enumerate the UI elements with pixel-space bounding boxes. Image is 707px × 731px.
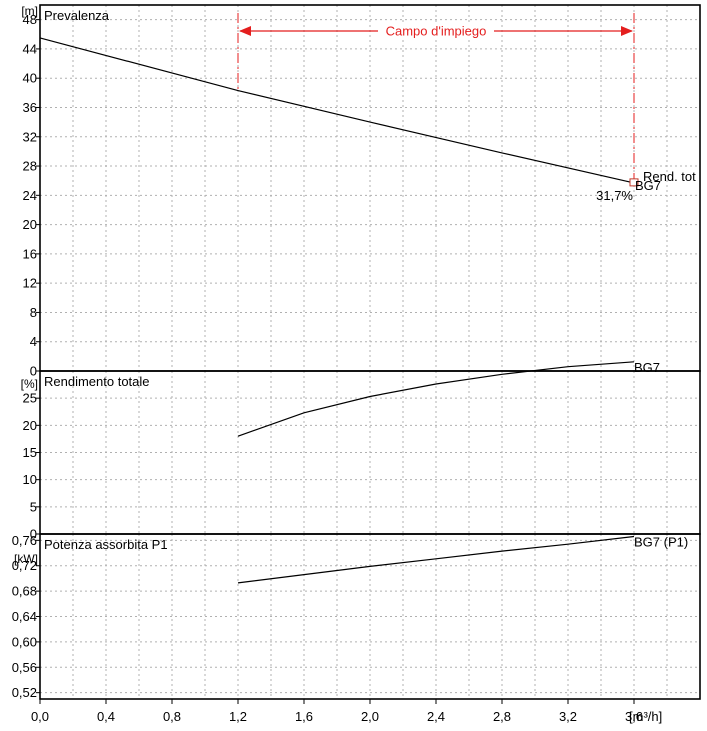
y-tick-label: 20 [23, 418, 37, 433]
data-layer [39, 13, 639, 584]
x-tick-label: 1,2 [229, 709, 247, 724]
y-unit-label: [m] [21, 4, 38, 18]
x-tick-label: 3,2 [559, 709, 577, 724]
y-tick-label: 28 [23, 159, 37, 174]
range-label-background [378, 22, 494, 39]
y-tick-label: 4 [30, 334, 37, 349]
y-tick-label: 12 [23, 276, 37, 291]
y-tick-label: 24 [23, 188, 37, 203]
y-tick-label: 10 [23, 472, 37, 487]
y-tick-label: 5 [30, 499, 37, 514]
y-tick-label: 0 [30, 527, 37, 542]
y-unit-label: [%] [21, 377, 38, 391]
y-tick-label: 0 [30, 364, 37, 379]
y-tick-label: 0,60 [12, 634, 37, 649]
grid-layer [40, 5, 700, 699]
x-tick-label: 1,6 [295, 709, 313, 724]
x-axis-label: [m³/h] [629, 709, 662, 724]
curve-label: BG7 [634, 360, 660, 375]
x-tick-label: 0,4 [97, 709, 115, 724]
y-unit-label: [kW] [14, 552, 38, 566]
curve-line [237, 535, 635, 584]
y-tick-label: 32 [23, 129, 37, 144]
curve-line [39, 37, 635, 184]
efficiency-label: Rend. tot [643, 169, 696, 184]
x-tick-label: 2,0 [361, 709, 379, 724]
curve-label: BG7 (P1) [634, 535, 688, 550]
y-tick-label: 0,56 [12, 660, 37, 675]
y-tick-label: 8 [30, 305, 37, 320]
y-tick-label: 0,64 [12, 609, 37, 624]
y-tick-label: 36 [23, 100, 37, 115]
x-tick-label: 2,8 [493, 709, 511, 724]
x-tick-label: 2,4 [427, 709, 445, 724]
y-tick-label: 40 [23, 71, 37, 86]
y-tick-label: 25 [23, 391, 37, 406]
efficiency-marker [629, 178, 639, 187]
y-tick-label: 0,68 [12, 584, 37, 599]
y-tick-label: 0,76 [12, 533, 37, 548]
y-tick-label: 15 [23, 445, 37, 460]
panel-title: Rendimento totale [44, 374, 150, 389]
range-arrow-head-right [621, 26, 633, 36]
y-tick-label: 20 [23, 217, 37, 232]
y-tick-label: 16 [23, 246, 37, 261]
y-tick-label: 0,72 [12, 558, 37, 573]
range-label: Campo d'impiego [386, 24, 487, 39]
y-tick-label: 0,52 [12, 685, 37, 700]
y-tick-label: 48 [23, 12, 37, 27]
curve-label: BG7 [635, 178, 661, 193]
x-tick-label: 0,8 [163, 709, 181, 724]
frame-layer [36, 4, 701, 704]
range-arrow-head-left [239, 26, 251, 36]
x-tick-label: 3,6 [625, 709, 643, 724]
y-tick-label: 44 [23, 41, 37, 56]
x-tick-label: 0,0 [31, 709, 49, 724]
panel-title: Prevalenza [44, 8, 110, 23]
efficiency-value: 31,7% [596, 188, 633, 203]
curve-line [237, 361, 635, 437]
panel-title: Potenza assorbita P1 [44, 537, 168, 552]
